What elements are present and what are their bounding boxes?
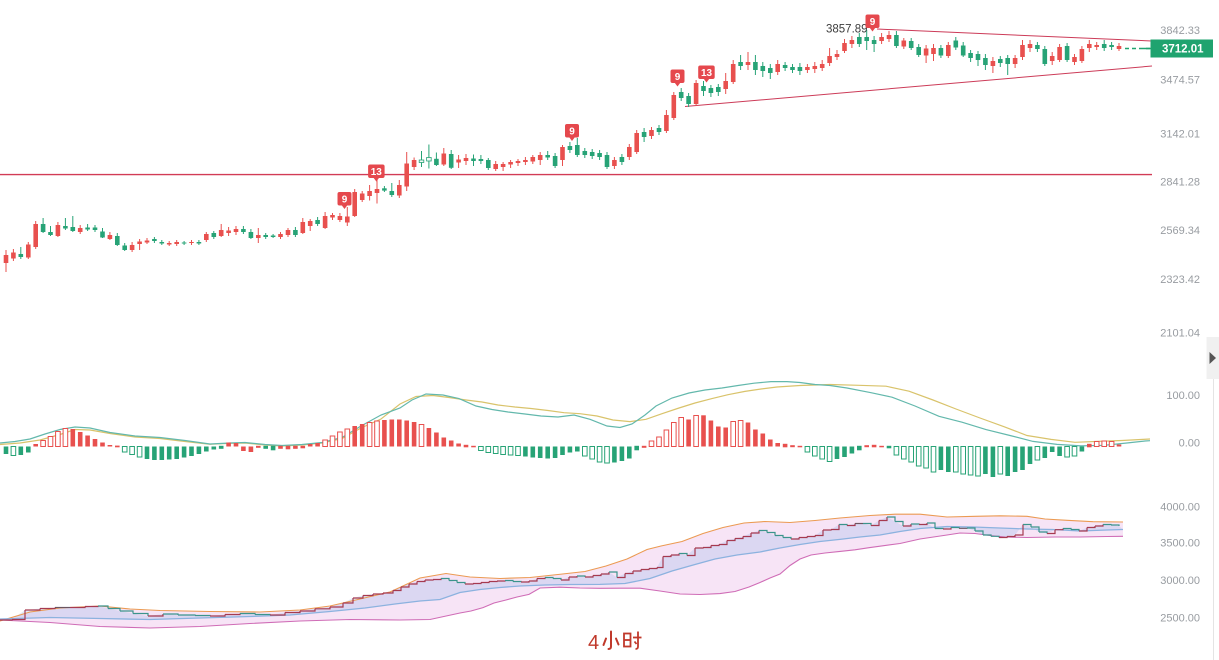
svg-text:9: 9 bbox=[675, 72, 681, 83]
svg-text:3474.57: 3474.57 bbox=[1160, 74, 1200, 86]
svg-text:0.00: 0.00 bbox=[1179, 437, 1200, 449]
svg-text:13: 13 bbox=[371, 167, 383, 178]
svg-text:4000.00: 4000.00 bbox=[1160, 502, 1200, 514]
svg-text:100.00: 100.00 bbox=[1166, 390, 1200, 402]
svg-text:3712.01: 3712.01 bbox=[1162, 44, 1204, 56]
svg-text:9: 9 bbox=[870, 17, 876, 28]
svg-text:3500.00: 3500.00 bbox=[1160, 538, 1200, 550]
svg-text:4: 4 bbox=[588, 632, 599, 654]
svg-text:13: 13 bbox=[701, 68, 713, 79]
svg-text:2841.28: 2841.28 bbox=[1160, 176, 1200, 188]
svg-text:3142.01: 3142.01 bbox=[1160, 128, 1200, 140]
svg-text:2323.42: 2323.42 bbox=[1160, 274, 1200, 286]
svg-text:9: 9 bbox=[569, 126, 575, 137]
svg-text:2500.00: 2500.00 bbox=[1160, 612, 1200, 624]
svg-text:3000.00: 3000.00 bbox=[1160, 575, 1200, 587]
svg-text:9: 9 bbox=[342, 194, 348, 205]
svg-text:3857.89: 3857.89 bbox=[826, 24, 868, 36]
svg-text:2569.34: 2569.34 bbox=[1160, 225, 1200, 237]
svg-text:3842.33: 3842.33 bbox=[1160, 25, 1200, 37]
svg-text:2101.04: 2101.04 bbox=[1160, 327, 1200, 339]
